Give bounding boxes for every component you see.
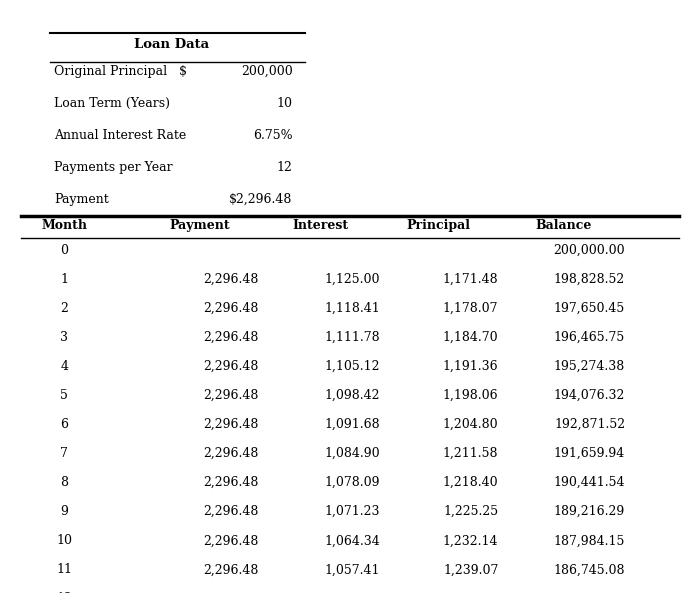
- Text: 1,064.34: 1,064.34: [324, 534, 380, 547]
- Text: 186,745.08: 186,745.08: [554, 563, 625, 576]
- Text: 9: 9: [60, 505, 69, 518]
- Text: 1,084.90: 1,084.90: [325, 447, 380, 460]
- Text: 200,000: 200,000: [241, 65, 293, 78]
- Text: Loan Data: Loan Data: [134, 38, 209, 51]
- Text: 200,000.00: 200,000.00: [554, 244, 625, 257]
- Text: 195,274.38: 195,274.38: [554, 360, 625, 373]
- Text: 2,296.48: 2,296.48: [204, 389, 259, 402]
- Text: 192,871.52: 192,871.52: [554, 418, 625, 431]
- Text: 1,105.12: 1,105.12: [325, 360, 380, 373]
- Text: 1,211.58: 1,211.58: [443, 447, 498, 460]
- Text: 191,659.94: 191,659.94: [554, 447, 625, 460]
- Text: 1,118.41: 1,118.41: [324, 302, 380, 315]
- Text: 2,296.48: 2,296.48: [204, 302, 259, 315]
- Text: 7: 7: [60, 447, 69, 460]
- Text: Principal: Principal: [407, 219, 471, 232]
- Text: Payment: Payment: [54, 193, 108, 206]
- Text: Payments per Year: Payments per Year: [54, 161, 172, 174]
- Text: 10: 10: [57, 534, 72, 547]
- Text: 5: 5: [60, 389, 69, 402]
- Text: 1,171.48: 1,171.48: [443, 273, 498, 286]
- Text: 1,191.36: 1,191.36: [443, 360, 498, 373]
- Text: 1,125.00: 1,125.00: [325, 273, 380, 286]
- Text: 2,296.48: 2,296.48: [204, 360, 259, 373]
- Text: 1,239.07: 1,239.07: [443, 563, 498, 576]
- Text: 1,098.42: 1,098.42: [325, 389, 380, 402]
- Text: Payment: Payment: [169, 219, 230, 232]
- Text: 12: 12: [276, 161, 293, 174]
- Text: 1,111.78: 1,111.78: [325, 331, 380, 344]
- Text: 196,465.75: 196,465.75: [554, 331, 625, 344]
- Text: 2,296.48: 2,296.48: [204, 273, 259, 286]
- Text: 2,296.48: 2,296.48: [204, 476, 259, 489]
- Text: 2,296.48: 2,296.48: [204, 447, 259, 460]
- Text: 1,232.14: 1,232.14: [443, 534, 498, 547]
- Text: 197,650.45: 197,650.45: [554, 302, 625, 315]
- Text: 189,216.29: 189,216.29: [554, 505, 625, 518]
- Text: $2,296.48: $2,296.48: [229, 193, 293, 206]
- Text: 1,204.80: 1,204.80: [443, 418, 498, 431]
- Text: 6.75%: 6.75%: [253, 129, 293, 142]
- Text: 1,091.68: 1,091.68: [325, 418, 380, 431]
- Text: 187,984.15: 187,984.15: [554, 534, 625, 547]
- Text: 1,078.09: 1,078.09: [325, 476, 380, 489]
- Text: $: $: [178, 65, 186, 78]
- Text: 2: 2: [60, 302, 69, 315]
- Text: 1,218.40: 1,218.40: [443, 476, 498, 489]
- Text: Annual Interest Rate: Annual Interest Rate: [54, 129, 186, 142]
- Text: 11: 11: [57, 563, 72, 576]
- Text: Original Principal: Original Principal: [54, 65, 167, 78]
- Text: 8: 8: [60, 476, 69, 489]
- Text: 3: 3: [60, 331, 69, 344]
- Text: 194,076.32: 194,076.32: [554, 389, 625, 402]
- Text: 2,296.48: 2,296.48: [204, 534, 259, 547]
- Text: Interest: Interest: [293, 219, 349, 232]
- Text: Loan Term (Years): Loan Term (Years): [54, 97, 170, 110]
- Text: 1,184.70: 1,184.70: [443, 331, 498, 344]
- Text: 6: 6: [60, 418, 69, 431]
- Text: 0: 0: [60, 244, 69, 257]
- Text: 1,178.07: 1,178.07: [443, 302, 498, 315]
- Text: 1,057.41: 1,057.41: [325, 563, 380, 576]
- Text: 2,296.48: 2,296.48: [204, 418, 259, 431]
- Text: 4: 4: [60, 360, 69, 373]
- Text: 10: 10: [276, 97, 293, 110]
- Text: 1,198.06: 1,198.06: [443, 389, 498, 402]
- Text: 198,828.52: 198,828.52: [554, 273, 625, 286]
- Text: 2,296.48: 2,296.48: [204, 331, 259, 344]
- Text: Month: Month: [41, 219, 88, 232]
- Text: 2,296.48: 2,296.48: [204, 563, 259, 576]
- Text: 2,296.48: 2,296.48: [204, 505, 259, 518]
- Text: 1: 1: [60, 273, 69, 286]
- Text: 190,441.54: 190,441.54: [554, 476, 625, 489]
- Text: Balance: Balance: [536, 219, 592, 232]
- Text: 1,071.23: 1,071.23: [325, 505, 380, 518]
- Text: 1,225.25: 1,225.25: [443, 505, 498, 518]
